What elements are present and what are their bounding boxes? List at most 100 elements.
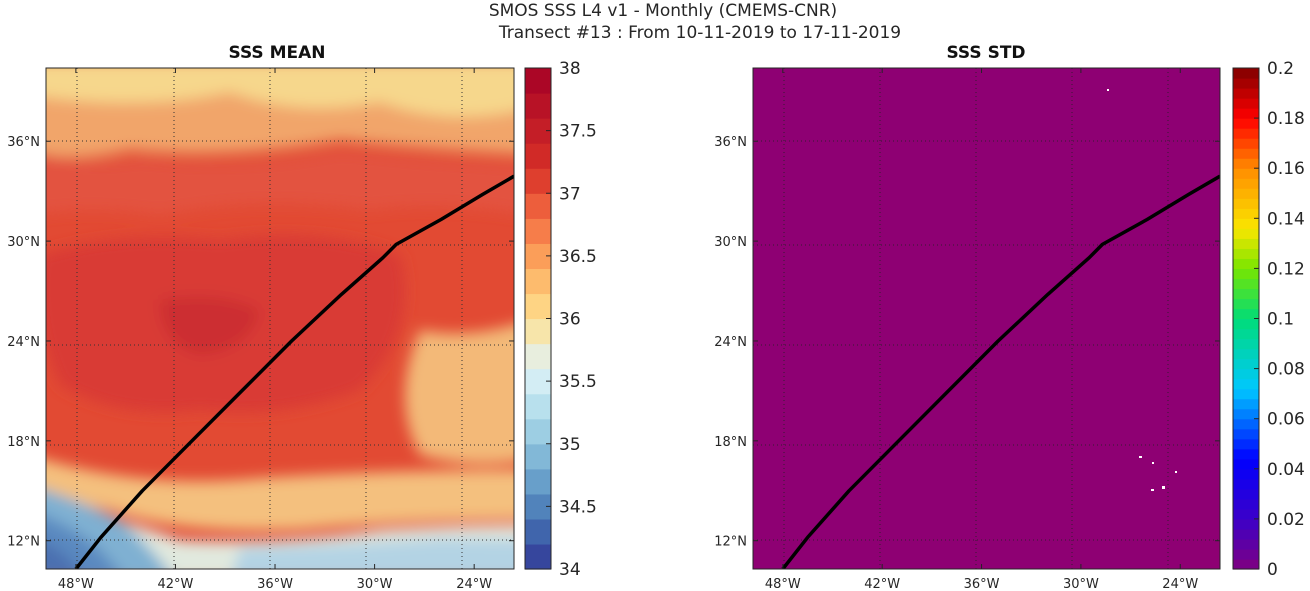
sss-mean-y-tick-label: 24°N [7, 335, 40, 350]
sss-std-colorbar-tick-label: 0.14 [1267, 209, 1305, 229]
sss-mean-colorbar-tick-label: 36 [559, 310, 581, 330]
sss-std-colorbar-segment [1233, 348, 1259, 360]
sss-mean-ticks: 48°W 42°W 36°W 30°W 24°W 12°N 18°N 24°N 30°N 36°N [7, 68, 514, 591]
sss-mean-colorbar-segment [525, 293, 551, 320]
sss-mean-axes-frame [45, 67, 515, 570]
sss-mean-colorbar-segment [525, 318, 551, 345]
figure-title-line2: Transect #13 : From 10-11-2019 to 17-11-… [498, 23, 901, 43]
sss-mean-colorbar-segment [525, 143, 551, 169]
sss-std-colorbar-segment [1233, 88, 1259, 99]
sss-mean-colorbar-segment [525, 418, 551, 445]
sss-mean-colorbar-segment [525, 518, 551, 545]
sss-mean-colorbar-tick-label: 35.5 [559, 372, 597, 392]
sss-std-colorbar-segment [1233, 538, 1259, 550]
sss-std-colorbar-segment [1233, 488, 1259, 500]
sss-mean-y-tick-label: 18°N [7, 435, 40, 450]
sss-std-y-tick-label: 24°N [714, 335, 747, 350]
sss-mean-colorbar-ticks: 34 34.5 35 35.5 36 36.5 37 37.5 38 [546, 59, 597, 580]
sss-mean-colorbar-segment [525, 218, 551, 244]
sss-std-colorbar-segment [1233, 198, 1259, 209]
sss-std-panel: SSS STD [714, 43, 1221, 591]
sss-std-colorbar-segment [1233, 498, 1259, 510]
sss-mean-colorbar-segment [525, 443, 551, 470]
sss-std-colorbar-segment [1233, 378, 1259, 390]
sss-mean-colorbar-segment [525, 343, 551, 370]
sss-std-colorbar-segment [1233, 308, 1259, 320]
sss-std-colorbar-tick-label: 0 [1267, 560, 1278, 580]
sss-std-field [753, 68, 1220, 569]
sss-std-y-tick-label: 36°N [714, 135, 747, 150]
sss-std-colorbar-segment [1233, 258, 1259, 269]
sss-mean-colorbar-tick-label: 35 [559, 435, 581, 455]
sss-mean-x-tick-label: 48°W [58, 577, 94, 591]
sss-std-colorbar-tick-label: 0.18 [1267, 109, 1305, 129]
sss-std-colorbar-segment [1233, 178, 1259, 189]
sss-std-colorbar-segment [1233, 288, 1259, 300]
sss-std-missing-pixels [1107, 89, 1177, 491]
sss-mean-colorbar-tick-label: 34 [559, 560, 581, 580]
sss-mean-colorbar-tick-label: 36.5 [559, 247, 597, 267]
sss-std-colorbar-segment [1233, 438, 1259, 450]
sss-std-ticks: 48°W 42°W 36°W 30°W 24°W 12°N 18°N 24°N 30°N 36°N [714, 68, 1220, 591]
sss-std-colorbar-segment [1233, 428, 1259, 440]
sss-std-x-tick-label: 30°W [1063, 577, 1099, 591]
figure-title-line1: SMOS SSS L4 v1 - Monthly (CMEMS-CNR) [489, 1, 837, 21]
sss-std-colorbar-segment [1233, 548, 1259, 560]
sss-std-colorbar-segment [1233, 368, 1259, 380]
sss-std-colorbar-segment [1233, 208, 1259, 219]
sss-std-colorbar-segment [1233, 78, 1259, 89]
sss-mean-y-tick-label: 36°N [7, 135, 40, 150]
sss-std-colorbar-segment [1233, 388, 1259, 400]
sss-std-colorbar-tick-label: 0.04 [1267, 460, 1305, 480]
sss-mean-panel: SSS MEAN [7, 43, 515, 591]
sss-std-colorbar-segment [1233, 298, 1259, 310]
sss-std-colorbar-segment [1233, 238, 1259, 249]
sss-std-colorbar-tick-label: 0.2 [1267, 59, 1294, 79]
sss-std-colorbar-segment [1233, 528, 1259, 540]
sss-mean-colorbar-segment [525, 168, 551, 194]
sss-std-x-tick-label: 48°W [765, 577, 801, 591]
sss-std-colorbar-tick-label: 0.06 [1267, 410, 1305, 430]
sss-mean-colorbar-segment [525, 193, 551, 219]
sss-std-colorbar-segment [1233, 418, 1259, 430]
sss-mean-title: SSS MEAN [228, 43, 325, 63]
sss-std-colorbar-segment [1233, 68, 1259, 79]
sss-std-title: SSS STD [946, 43, 1025, 63]
sss-std-y-tick-label: 18°N [714, 435, 747, 450]
sss-std-colorbar-segment [1233, 128, 1259, 139]
sss-std-colorbar-tick-label: 0.12 [1267, 259, 1305, 279]
sss-mean-colorbar-tick-label: 34.5 [559, 497, 597, 517]
sss-std-colorbar-segment [1233, 118, 1259, 129]
sss-std-colorbar-segment [1233, 188, 1259, 199]
sss-std-colorbar-segments [1233, 68, 1259, 570]
sss-std-map [753, 68, 1220, 569]
sss-std-colorbar-tick-label: 0.08 [1267, 360, 1305, 380]
sss-std-colorbar-segment [1233, 328, 1259, 340]
sss-std-colorbar-ticks: 0 0.02 0.04 0.06 0.08 0.1 0.12 0.14 0.16 0.18 0.2 [1254, 59, 1305, 580]
sss-mean-colorbar-segment [525, 393, 551, 420]
sss-mean-colorbar-tick-label: 38 [559, 59, 581, 79]
sss-mean-map [46, 68, 514, 569]
sss-std-colorbar-tick-label: 0.1 [1267, 310, 1294, 330]
sss-mean-colorbar-segments [525, 68, 551, 570]
sss-std-colorbar-segment [1233, 168, 1259, 179]
sss-mean-colorbar-tick-label: 37 [559, 184, 581, 204]
sss-std-colorbar-segment [1233, 108, 1259, 119]
sss-std-colorbar-segment [1233, 158, 1259, 169]
sss-std-colorbar-segment [1233, 518, 1259, 530]
sss-std-x-tick-label: 36°W [964, 577, 1000, 591]
sss-mean-colorbar-segment [525, 93, 551, 119]
sss-mean-x-tick-label: 24°W [456, 577, 492, 591]
sss-std-colorbar-segment [1233, 458, 1259, 470]
sss-std-colorbar-segment [1233, 218, 1259, 229]
sss-std-colorbar-segment [1233, 558, 1259, 570]
sss-std-colorbar-segment [1233, 468, 1259, 480]
sss-mean-colorbar: 34 34.5 35 35.5 36 36.5 37 37.5 38 [524, 59, 597, 580]
sss-mean-colorbar-segment [525, 543, 551, 570]
sss-std-colorbar-segment [1233, 338, 1259, 350]
sss-std-y-tick-label: 12°N [714, 535, 747, 550]
sss-std-colorbar: 0 0.02 0.04 0.06 0.08 0.1 0.12 0.14 0.16 0.18 0.2 [1232, 59, 1305, 580]
sss-std-colorbar-segment [1233, 408, 1259, 420]
sss-std-colorbar-segment [1233, 508, 1259, 520]
